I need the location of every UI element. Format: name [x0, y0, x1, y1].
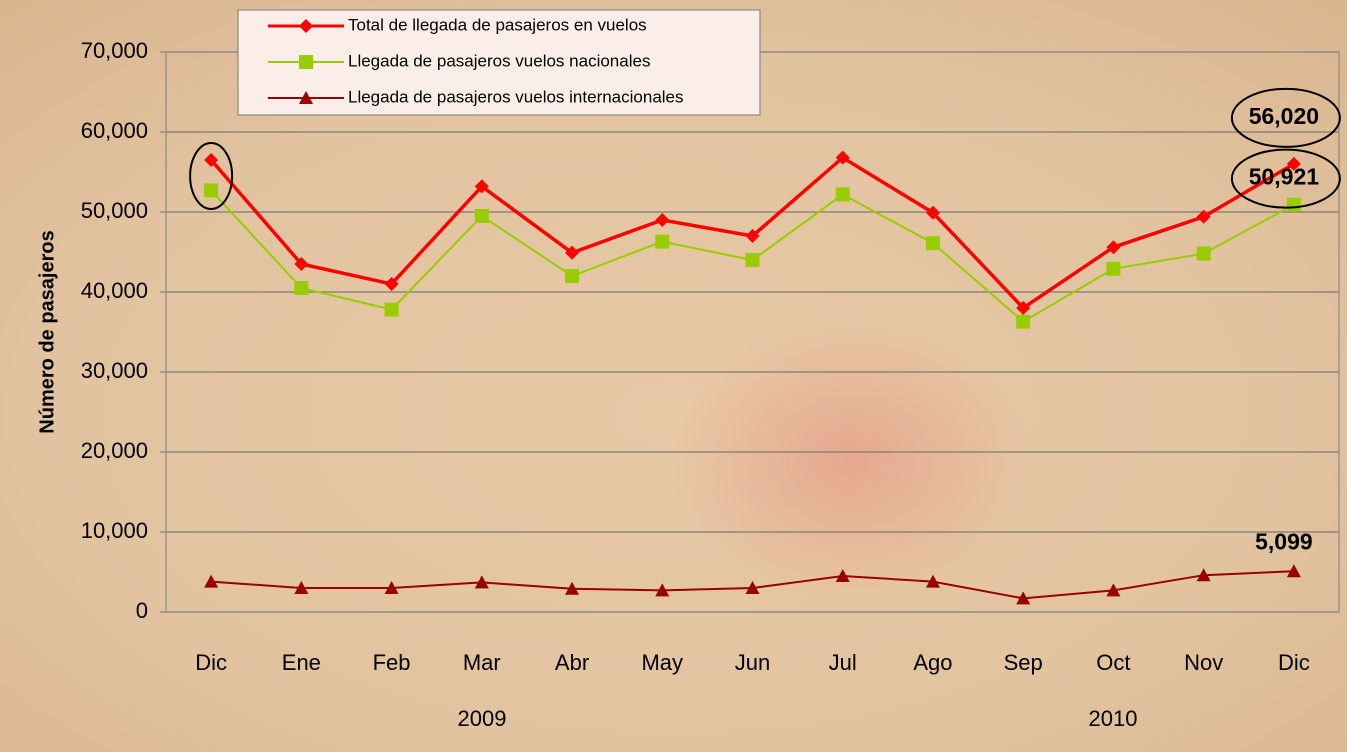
point — [384, 277, 399, 291]
point — [1196, 246, 1211, 261]
point — [294, 281, 309, 295]
point — [1106, 583, 1121, 597]
point — [204, 574, 219, 588]
legend-marker — [299, 55, 313, 69]
y-tick-label: 70,000 — [81, 38, 148, 63]
point — [474, 209, 489, 223]
point — [565, 245, 580, 260]
x-tick-label: Ene — [282, 650, 321, 675]
point — [835, 569, 850, 582]
year-label: 2009 — [458, 706, 507, 731]
value-label: 50,921 — [1249, 164, 1320, 190]
x-tick-label: Jun — [735, 650, 770, 675]
y-tick-label: 0 — [136, 598, 148, 623]
x-tick-label: Jul — [829, 650, 857, 675]
highlight-ellipse — [189, 142, 234, 210]
value-label: 5,099 — [1255, 528, 1313, 554]
y-axis-label: Número de pasajeros — [36, 230, 58, 433]
legend-label: Llegada de pasajeros vuelos internaciona… — [348, 87, 684, 106]
point — [1196, 568, 1211, 582]
point — [384, 302, 399, 317]
point — [1106, 240, 1121, 255]
x-tick-label: Abr — [555, 650, 589, 675]
x-tick-label: Oct — [1096, 650, 1130, 675]
point — [1286, 564, 1301, 578]
legend-label: Total de llegada de pasajeros en vuelos — [348, 15, 647, 34]
point — [1016, 591, 1031, 605]
point — [745, 581, 760, 594]
x-tick-label: Nov — [1184, 650, 1223, 675]
point — [1106, 261, 1121, 276]
point — [294, 257, 309, 271]
point — [565, 269, 580, 283]
point — [474, 179, 489, 194]
x-tick-label: Mar — [463, 650, 501, 675]
x-tick-label: Dic — [1278, 650, 1310, 675]
x-tick-label: Feb — [373, 650, 411, 675]
x-tick-label: Ago — [913, 650, 952, 675]
highlight-ellipse — [1230, 148, 1341, 209]
point — [835, 150, 850, 165]
point — [745, 253, 760, 267]
point — [1286, 156, 1301, 171]
point — [204, 183, 219, 198]
point — [474, 575, 489, 589]
value-label: 56,020 — [1249, 103, 1319, 129]
legend-marker — [299, 19, 313, 33]
point — [925, 205, 940, 220]
x-tick-label: Sep — [1004, 650, 1043, 675]
point — [835, 187, 850, 202]
legend-label: Llegada de pasajeros vuelos nacionales — [348, 51, 650, 70]
y-tick-label: 10,000 — [81, 518, 148, 543]
y-tick-label: 60,000 — [81, 118, 148, 143]
point — [565, 581, 580, 595]
y-tick-label: 20,000 — [81, 438, 148, 463]
point — [204, 153, 219, 167]
point — [925, 236, 940, 251]
y-tick-label: 40,000 — [81, 278, 148, 303]
point — [384, 581, 399, 594]
point — [1286, 197, 1301, 212]
point — [294, 581, 309, 594]
highlight-ellipse — [1230, 87, 1341, 148]
point — [1016, 314, 1031, 329]
point — [1016, 301, 1031, 315]
legend-marker — [299, 91, 313, 104]
point — [745, 229, 760, 243]
x-tick-label: May — [641, 650, 683, 675]
background-glow — [670, 320, 1030, 600]
x-tick-label: Dic — [195, 650, 227, 675]
point — [655, 234, 670, 249]
point — [655, 583, 670, 597]
point — [1196, 209, 1211, 224]
year-label: 2010 — [1089, 706, 1138, 731]
point — [925, 574, 940, 588]
y-tick-label: 30,000 — [81, 358, 148, 383]
point — [655, 213, 670, 227]
y-tick-label: 50,000 — [81, 198, 148, 223]
